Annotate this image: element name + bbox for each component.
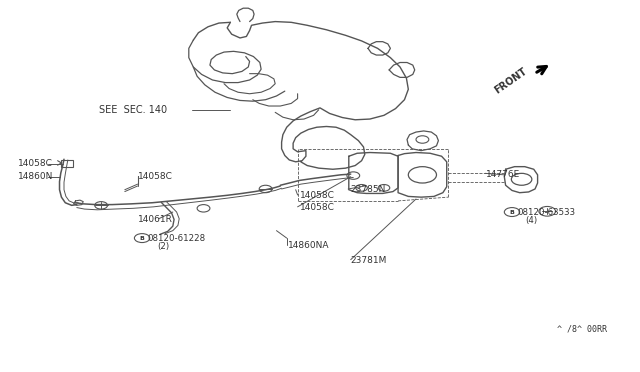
Text: 14776E: 14776E [486,170,521,179]
Text: B: B [509,209,515,215]
Text: SEE  SEC. 140: SEE SEC. 140 [99,105,167,115]
Text: ^ /8^ 00RR: ^ /8^ 00RR [557,325,607,334]
Text: 14058C: 14058C [300,203,334,212]
Bar [61,160,73,167]
Text: 14058C: 14058C [300,191,334,200]
Text: 08120-63533: 08120-63533 [517,208,575,217]
Text: (2): (2) [157,242,169,251]
Text: 14058C: 14058C [138,172,172,181]
Text: FRONT: FRONT [493,66,529,96]
Text: (4): (4) [525,216,537,225]
Text: 14860NA: 14860NA [288,241,330,250]
Text: B: B [140,235,145,241]
Text: 23781M: 23781M [351,256,387,265]
Text: 14860N: 14860N [18,172,53,181]
Text: 14058C: 14058C [18,159,52,168]
Text: 14061R: 14061R [138,215,172,224]
Text: 23785N: 23785N [351,185,386,194]
Text: 08120-61228: 08120-61228 [147,234,205,243]
